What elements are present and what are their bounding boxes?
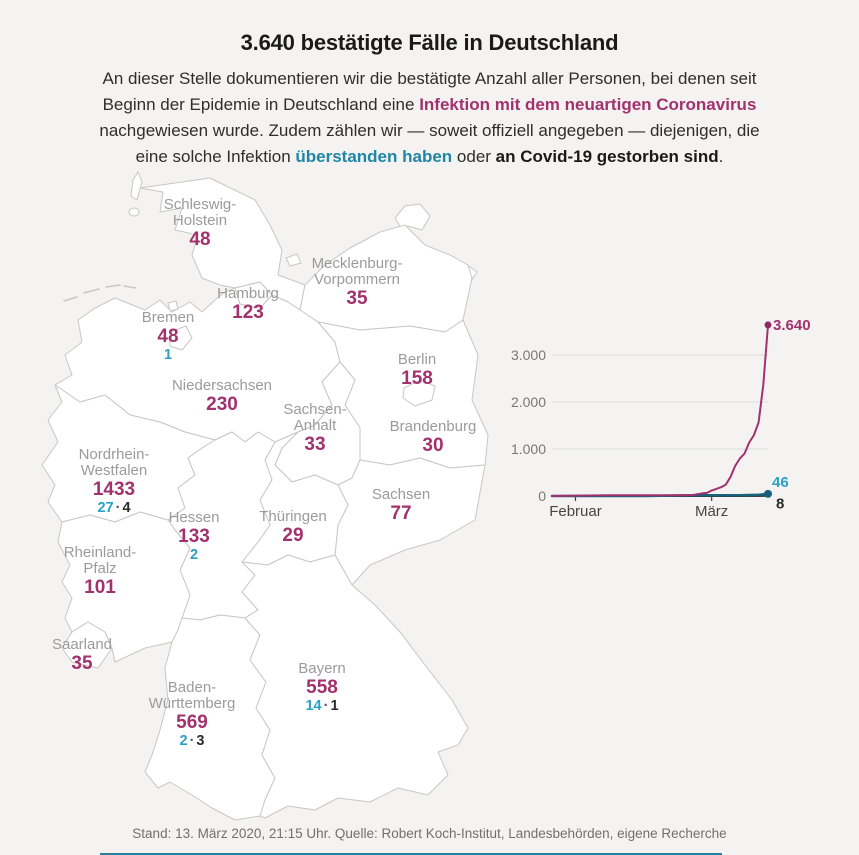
state-shape-sachsen	[334, 457, 486, 586]
page-title: 3.640 bestätigte Fälle in Deutschland	[240, 30, 619, 55]
intro-text: An dieser Stelle dokumentieren wir die b…	[85, 66, 775, 170]
state-shape-schleswig-holstein	[139, 177, 306, 311]
state-shape-saarland	[61, 621, 113, 669]
state-shape-bayern	[241, 554, 469, 819]
island-sylt	[130, 170, 143, 201]
intro-segment-normal: nachgewiesen wurde. Zudem zählen wir — s…	[99, 121, 760, 166]
source-note: Stand: 13. März 2020, 21:15 Uhr. Quelle:…	[132, 826, 727, 841]
germany-map-svg	[41, 170, 489, 821]
y-tick-label: 2.000	[511, 394, 546, 410]
y-tick-label: 3.000	[511, 347, 546, 363]
intro-segment-confirmed: Infektion mit dem neuartigen Coronavirus	[419, 95, 757, 114]
east-frisian-islands	[63, 284, 137, 302]
island-fehmarn	[285, 253, 302, 267]
end-label-gestorben: 8	[776, 496, 784, 513]
state-shape-mecklenburg-vorpommern	[299, 224, 473, 333]
y-tick-label: 1.000	[511, 441, 546, 457]
germany-map: Schleswig- Holstein 48 Mecklenburg- Vorpomme…	[20, 170, 520, 830]
y-tick-label: 0	[538, 488, 546, 504]
trend-chart-wrap: 0 1.000 2.000 3.000 Februar März 3.640 46 8	[511, 300, 859, 530]
state-shape-berlin	[402, 379, 436, 407]
intro-segment-normal: .	[718, 147, 724, 166]
intro-segment-normal: An dieser Stelle dokumentieren wir die b…	[102, 69, 757, 114]
x-tick-label: März	[695, 503, 728, 520]
end-label-überstanden: 46	[772, 474, 789, 491]
series-line-bestätigte Fälle	[551, 323, 769, 497]
confirmed-end-dot	[764, 321, 772, 329]
state-shape-hamburg	[234, 281, 273, 309]
bottom-divider	[100, 853, 722, 855]
intro-segment-deaths: an Covid-19 gestorben sind	[495, 147, 719, 166]
state-shape-bremen	[169, 325, 193, 351]
x-tick-label: Februar	[549, 503, 602, 520]
intro-segment-recovered: überstanden haben	[295, 147, 453, 166]
intro-segment-normal: oder	[452, 147, 496, 166]
trend-chart: 0 1.000 2.000 3.000 Februar März 3.640 46 8	[511, 317, 811, 520]
state-shape-bremerhaven	[167, 300, 179, 312]
island-foehr	[128, 207, 140, 217]
recovered-end-dot	[764, 489, 772, 498]
end-label-bestätigte Fälle: 3.640	[773, 317, 811, 334]
